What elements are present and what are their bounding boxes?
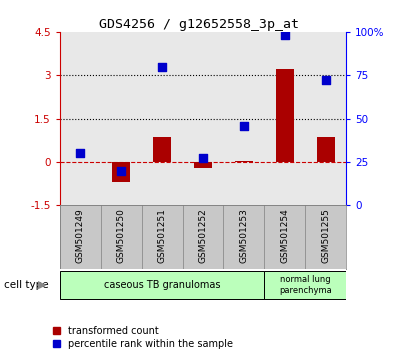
Bar (60, 271, 264, 299)
Bar (194, 162, 212, 168)
Text: GSM501252: GSM501252 (199, 209, 207, 263)
Point (323, 78, 329, 83)
Text: GSM501253: GSM501253 (240, 209, 248, 263)
Bar (112, 162, 130, 182)
Text: caseous TB granulomas: caseous TB granulomas (104, 280, 220, 290)
Point (241, 123, 247, 129)
Point (118, 168, 124, 173)
Text: GSM501251: GSM501251 (158, 209, 166, 263)
Point (282, 33, 288, 38)
Point (77, 150, 83, 156)
Text: GSM501254: GSM501254 (280, 209, 289, 263)
Legend: transformed count, percentile rank within the sample: transformed count, percentile rank withi… (53, 326, 233, 349)
Bar (264, 271, 346, 299)
Point (159, 64, 165, 69)
Text: cell type: cell type (4, 280, 49, 290)
Text: GSM501250: GSM501250 (117, 209, 126, 263)
Bar (235, 161, 253, 162)
Text: normal lung
parenchyma: normal lung parenchyma (279, 275, 332, 295)
Text: GDS4256 / g12652558_3p_at: GDS4256 / g12652558_3p_at (99, 18, 299, 31)
Text: GSM501249: GSM501249 (76, 209, 85, 263)
Text: GSM501255: GSM501255 (321, 209, 330, 263)
Bar (276, 69, 294, 162)
Point (200, 156, 206, 161)
Bar (316, 137, 335, 162)
Text: ▶: ▶ (38, 280, 46, 290)
Bar (153, 137, 171, 162)
